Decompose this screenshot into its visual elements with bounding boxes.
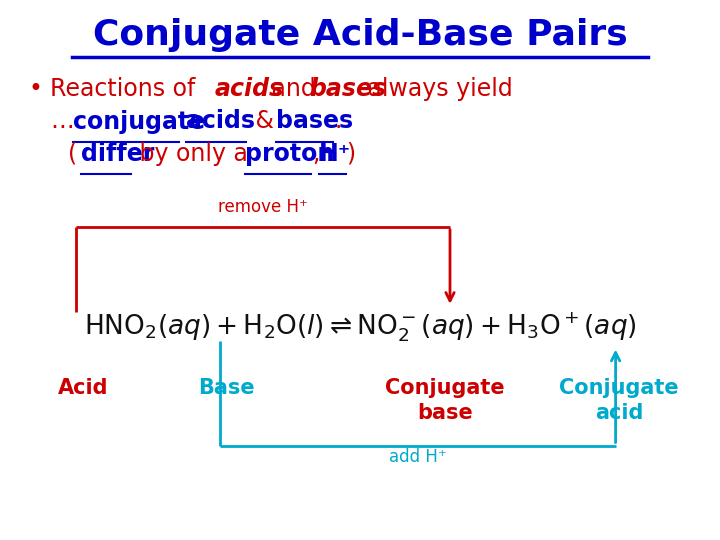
Text: H⁺: H⁺ <box>319 142 351 166</box>
Text: acids: acids <box>215 77 284 101</box>
Text: Conjugate Acid-Base Pairs: Conjugate Acid-Base Pairs <box>93 18 627 52</box>
Text: differ: differ <box>81 142 154 166</box>
Text: always yield: always yield <box>360 77 513 101</box>
Text: Conjugate
base: Conjugate base <box>385 378 505 423</box>
Text: …: … <box>50 110 74 133</box>
Text: Base: Base <box>199 378 255 398</box>
Text: bases: bases <box>276 110 353 133</box>
Text: (: ( <box>68 142 78 166</box>
Text: ): ) <box>346 142 356 166</box>
Text: bases: bases <box>310 77 387 101</box>
Text: by only a: by only a <box>132 142 256 166</box>
Text: .: . <box>335 110 342 133</box>
Text: add H⁺: add H⁺ <box>389 448 446 466</box>
Text: &: & <box>248 110 282 133</box>
Text: Reactions of: Reactions of <box>50 77 203 101</box>
Text: proton: proton <box>245 142 334 166</box>
Text: ,: , <box>312 142 320 166</box>
Text: and: and <box>264 77 323 101</box>
Text: remove H⁺: remove H⁺ <box>218 198 307 216</box>
Text: $\mathrm{HNO_2}(\mathit{aq}) + \mathrm{H_2O}(\mathit{l})\rightleftharpoons \math: $\mathrm{HNO_2}(\mathit{aq}) + \mathrm{H… <box>84 310 636 343</box>
Text: •: • <box>29 77 42 101</box>
Text: acids: acids <box>186 110 255 133</box>
Text: conjugate: conjugate <box>73 110 206 133</box>
Text: Conjugate
acid: Conjugate acid <box>559 378 679 423</box>
Text: Acid: Acid <box>58 378 108 398</box>
